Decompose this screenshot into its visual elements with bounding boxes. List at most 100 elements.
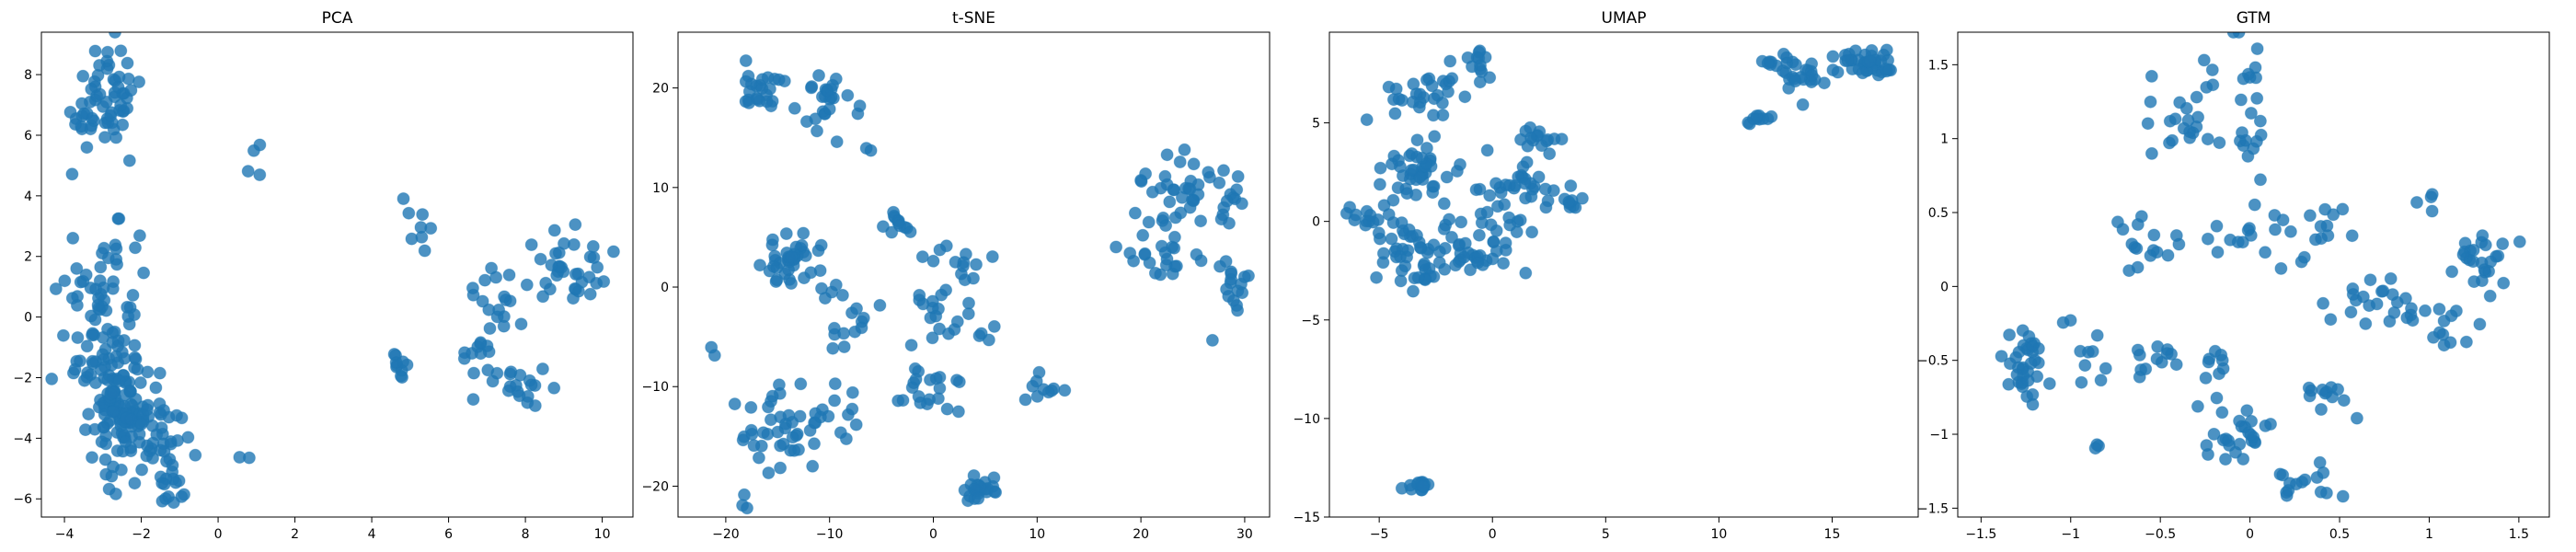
scatter-point: [2141, 117, 2155, 131]
scatter-point: [2437, 314, 2451, 328]
scatter-point: [111, 80, 125, 94]
scatter-point: [1373, 178, 1386, 191]
panel-tsne: t-SNE −20 −10 0 10 20 30 −20 −10 0 10 20: [641, 9, 1271, 542]
scatter-point: [933, 243, 947, 257]
scatter-point: [1538, 182, 1552, 196]
scatter-point: [157, 477, 171, 491]
scatter-point: [121, 56, 134, 70]
scatter-point: [65, 167, 79, 181]
scatter-point: [79, 268, 93, 282]
scatter-point: [1348, 213, 1362, 227]
scatter-point: [803, 423, 817, 437]
scatter-point: [1202, 166, 1215, 179]
scatter-point: [1187, 194, 1201, 208]
scatter-point: [2131, 260, 2145, 274]
scatter-point: [502, 268, 516, 282]
scatter-point: [2308, 233, 2322, 247]
scatter-point: [850, 302, 863, 316]
scatter-point: [418, 244, 431, 258]
scatter-point: [1483, 189, 1497, 202]
scatter-point: [1370, 270, 1384, 284]
scatter-point: [2201, 232, 2214, 246]
scatter-point: [122, 154, 136, 167]
scatter-point: [2376, 284, 2390, 298]
scatter-point: [2205, 63, 2219, 76]
scatter-point: [1142, 215, 1156, 229]
scatter-point: [2210, 219, 2224, 233]
scatter-point: [2324, 313, 2338, 327]
scatter-point: [503, 380, 517, 394]
scatter-point: [1138, 247, 1152, 261]
x-tick-label: 0: [214, 527, 223, 542]
scatter-point: [795, 238, 809, 252]
scatter-point: [812, 69, 825, 82]
scatter-point: [1388, 107, 1402, 121]
y-tick-label: 1: [1940, 132, 1949, 147]
y-tick-label: 0: [1312, 215, 1320, 230]
scatter-point: [84, 122, 98, 136]
scatter-point: [75, 97, 88, 110]
scatter-point: [1524, 121, 1537, 134]
x-tick-label: 4: [368, 527, 376, 542]
scatter-point: [89, 282, 103, 296]
y-tick-label: 5: [1312, 117, 1320, 132]
scatter-point: [2206, 78, 2220, 92]
scatter-point: [1160, 148, 1174, 162]
scatter-point: [1422, 72, 1436, 86]
scatter-point: [498, 290, 512, 304]
y-tick-label: −5: [1301, 314, 1320, 328]
scatter-point: [137, 266, 151, 280]
scatter-point: [175, 411, 189, 425]
scatter-point: [1995, 350, 2008, 363]
scatter-point: [2024, 357, 2038, 370]
scatter-point: [1110, 240, 1123, 254]
scatter-point: [134, 418, 148, 431]
scatter-point: [2478, 263, 2491, 277]
scatter-point: [2161, 248, 2175, 262]
scatter-point: [845, 402, 859, 416]
scatter-point: [1502, 211, 1516, 224]
scatter-point: [1863, 54, 1877, 68]
scatter-point: [128, 308, 141, 321]
scatter-point: [1175, 190, 1189, 204]
scatter-point: [2064, 314, 2077, 328]
scatter-point: [2191, 399, 2204, 413]
scatter-point: [76, 69, 90, 83]
scatter-point: [1376, 256, 1390, 270]
scatter-point: [1139, 167, 1153, 180]
scatter-point: [2166, 133, 2179, 147]
x-tick-label: −5: [1370, 527, 1389, 542]
scatter-point: [1242, 269, 1255, 282]
scatter-point: [75, 109, 89, 123]
scatter-point: [1497, 257, 1511, 270]
scatter-point: [745, 427, 759, 441]
scatter-point: [1453, 237, 1466, 251]
scatter-point: [785, 250, 799, 264]
scatter-point: [2476, 229, 2490, 243]
scatter-point: [569, 218, 582, 232]
scatter-point: [1877, 48, 1891, 62]
scatter-point: [961, 307, 975, 321]
scatter-point: [942, 327, 955, 340]
scatter-point: [128, 477, 142, 490]
scatter-point: [1427, 179, 1441, 193]
scatter-point: [1158, 169, 1172, 183]
scatter-point: [586, 239, 600, 253]
scatter-point: [483, 322, 497, 335]
scatter-point: [766, 259, 780, 273]
scatter-point: [1575, 191, 1589, 205]
scatter-point: [71, 331, 85, 344]
x-tick-label: 10: [594, 527, 611, 542]
scatter-point: [1220, 194, 1234, 208]
scatter-point: [1450, 165, 1464, 178]
scatter-point: [2234, 93, 2248, 107]
scatter-point: [1159, 219, 1173, 233]
panel-title: PCA: [322, 9, 353, 28]
y-tick-label: −1.5: [1917, 501, 1949, 516]
scatter-point: [1499, 243, 1512, 257]
scatter-point: [497, 319, 511, 333]
scatter-point: [1440, 170, 1454, 184]
scatter-point: [135, 463, 149, 477]
panel-title: GTM: [2237, 9, 2271, 28]
scatter-point: [835, 288, 849, 302]
